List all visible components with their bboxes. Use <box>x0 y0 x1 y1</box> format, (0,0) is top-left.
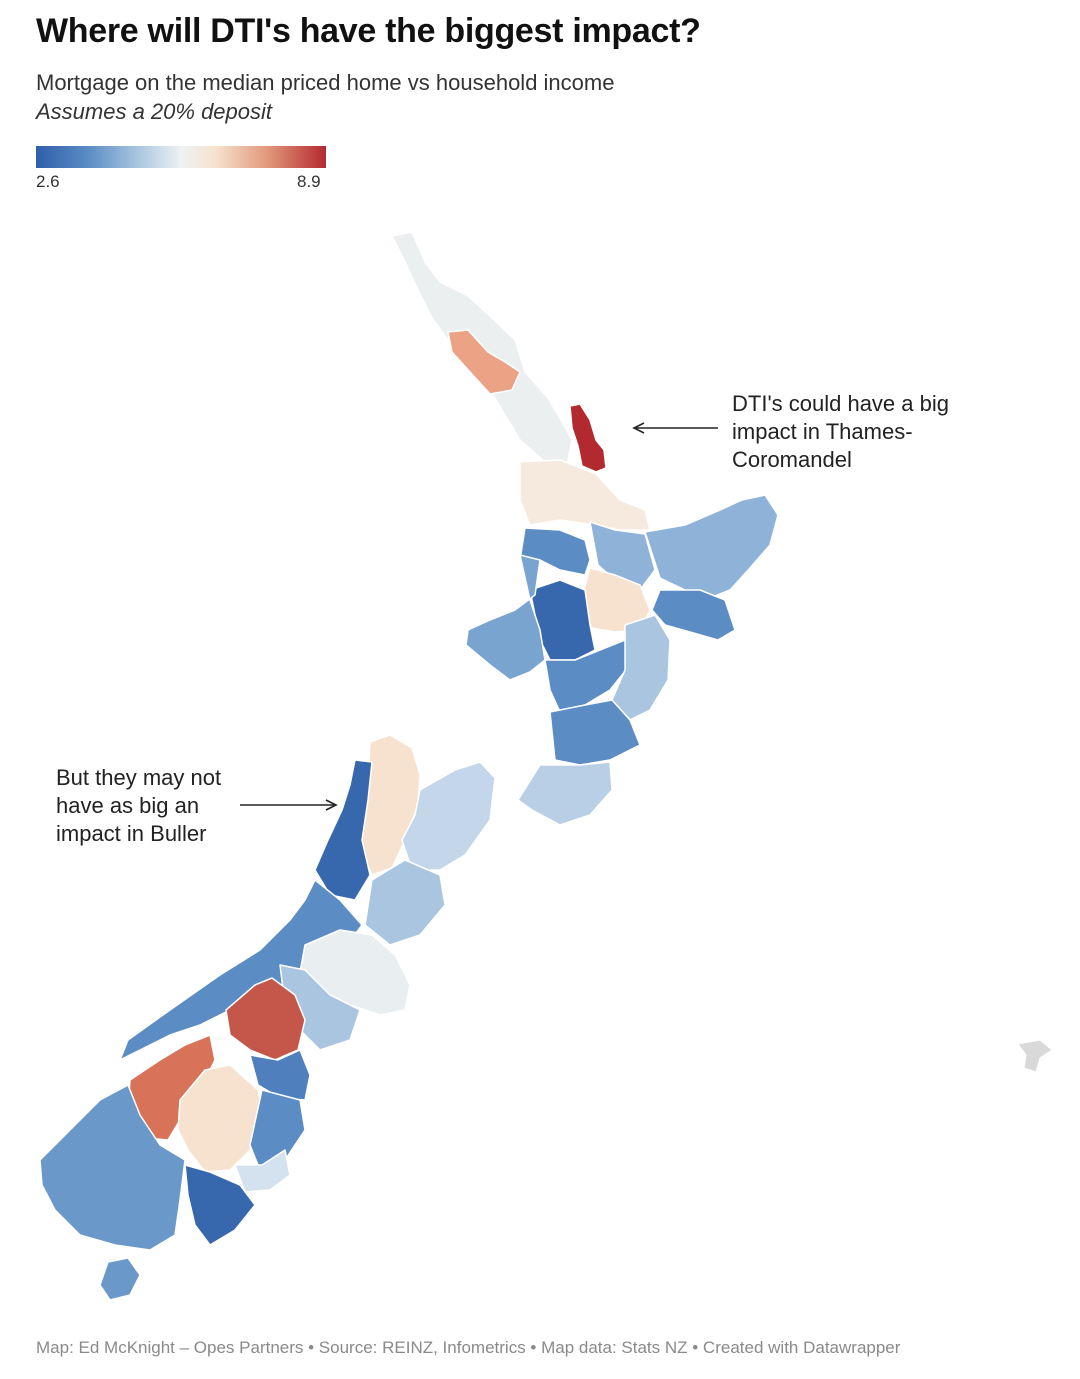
region-marlborough[interactable] <box>401 761 496 871</box>
color-legend-bar <box>36 146 326 168</box>
region-chatham-islands <box>1017 1039 1053 1073</box>
annotation-arrowhead-top <box>632 422 645 434</box>
region-southland[interactable] <box>39 1084 186 1251</box>
region-waikato[interactable] <box>519 459 651 531</box>
region-manawatu[interactable] <box>549 699 641 766</box>
region-mackenzie[interactable] <box>225 977 306 1061</box>
legend-max-label: 8.9 <box>297 172 321 191</box>
annotation-buller: But they may not have as big an impact i… <box>56 765 222 846</box>
legend-min-label: 2.6 <box>36 172 60 191</box>
region-gisborne[interactable] <box>651 589 736 641</box>
annotation-arrowhead-left <box>325 799 338 811</box>
region-thames-coromandel[interactable] <box>569 403 607 473</box>
region-manawatu-north[interactable] <box>544 639 631 713</box>
region-bay-of-plenty[interactable] <box>589 521 656 591</box>
region-waitaki[interactable] <box>249 1049 311 1101</box>
region-taranaki[interactable] <box>465 554 546 681</box>
region-kaipara[interactable] <box>447 329 521 395</box>
map-title: Where will DTI's have the biggest impact… <box>36 12 701 50</box>
annotation-thames-coromandel: DTI's could have a big impact in Thames-… <box>732 391 949 472</box>
south-island <box>39 734 496 1301</box>
region-canterbury-north[interactable] <box>364 859 446 946</box>
region-hawkes-bay[interactable] <box>611 614 671 721</box>
region-east-bay[interactable] <box>644 494 779 599</box>
north-island <box>391 231 779 826</box>
region-central-otago[interactable] <box>177 1064 266 1173</box>
region-stewart-island[interactable] <box>99 1257 141 1301</box>
region-wellington[interactable] <box>517 761 613 826</box>
region-buller[interactable] <box>314 759 373 901</box>
map-subtitle: Mortgage on the median priced home vs ho… <box>36 70 615 95</box>
map-footer-credits: Map: Ed McKnight – Opes Partners • Sourc… <box>36 1338 901 1357</box>
map-note: Assumes a 20% deposit <box>36 99 273 124</box>
region-gore[interactable] <box>184 1164 256 1246</box>
